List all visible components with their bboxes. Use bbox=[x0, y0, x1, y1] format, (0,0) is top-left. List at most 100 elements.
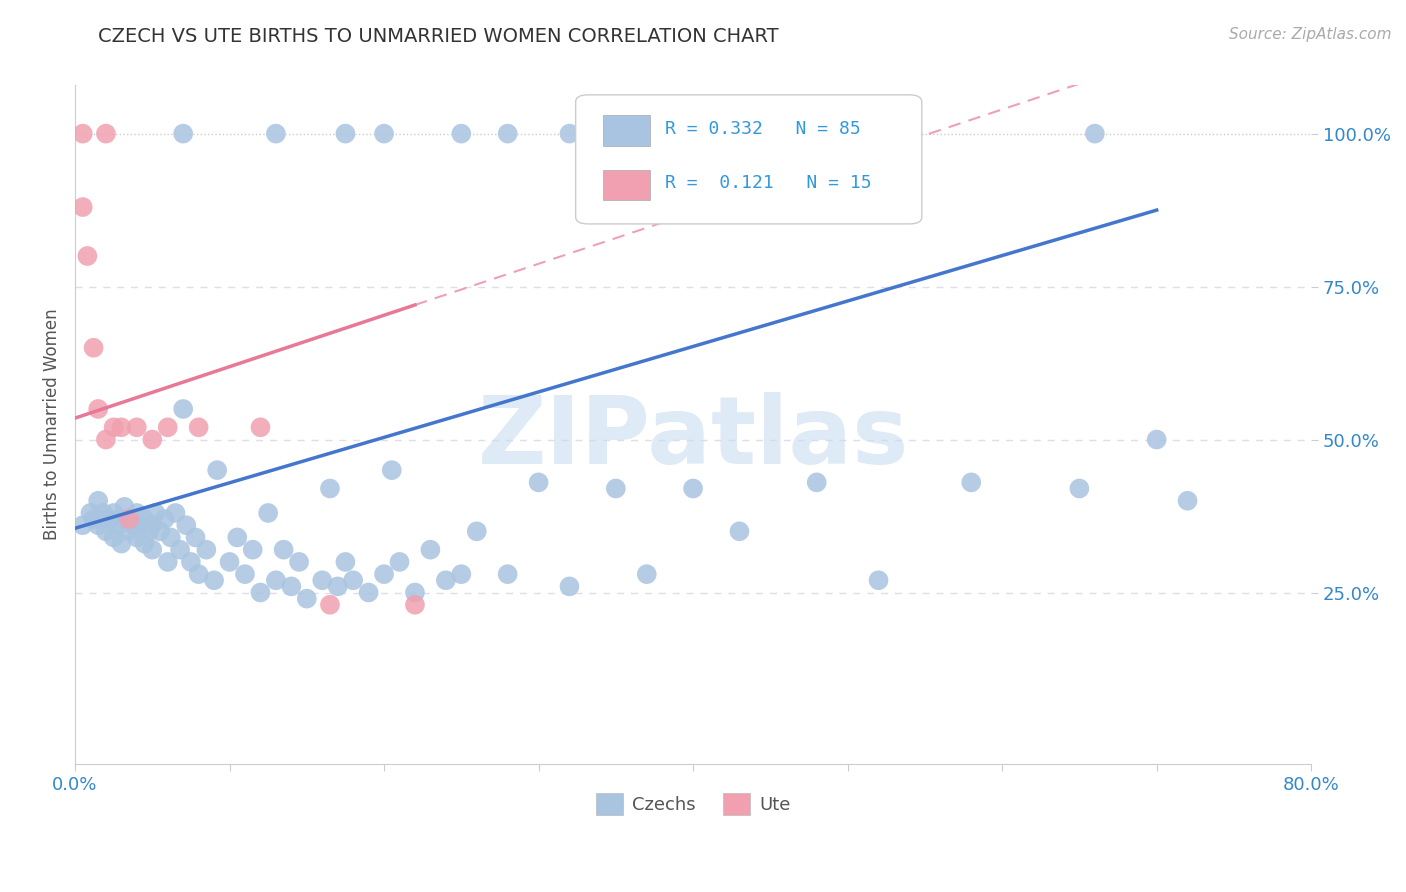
Point bbox=[169, 542, 191, 557]
Point bbox=[319, 598, 342, 612]
Point bbox=[141, 518, 163, 533]
Point bbox=[295, 591, 318, 606]
Text: R = 0.332   N = 85: R = 0.332 N = 85 bbox=[665, 120, 860, 138]
Point bbox=[134, 536, 156, 550]
Point bbox=[558, 127, 581, 141]
Point bbox=[1177, 493, 1199, 508]
Point bbox=[280, 579, 302, 593]
Point bbox=[558, 579, 581, 593]
Point bbox=[264, 127, 287, 141]
Point bbox=[960, 475, 983, 490]
Point bbox=[156, 555, 179, 569]
Point bbox=[249, 420, 271, 434]
Point bbox=[465, 524, 488, 539]
Point bbox=[110, 536, 132, 550]
Point bbox=[404, 585, 426, 599]
Point bbox=[184, 531, 207, 545]
Point bbox=[682, 482, 704, 496]
Point bbox=[1084, 127, 1107, 141]
Point bbox=[94, 524, 117, 539]
Point bbox=[257, 506, 280, 520]
Point bbox=[98, 512, 121, 526]
Point bbox=[91, 506, 114, 520]
Point bbox=[129, 518, 152, 533]
Point bbox=[94, 127, 117, 141]
Point bbox=[205, 463, 228, 477]
Point bbox=[242, 542, 264, 557]
Point bbox=[114, 500, 136, 514]
Point bbox=[273, 542, 295, 557]
Point bbox=[87, 401, 110, 416]
Point bbox=[87, 493, 110, 508]
Point bbox=[174, 518, 197, 533]
Point bbox=[1069, 482, 1091, 496]
Point bbox=[187, 567, 209, 582]
Point bbox=[125, 531, 148, 545]
Point bbox=[83, 341, 105, 355]
Text: CZECH VS UTE BIRTHS TO UNMARRIED WOMEN CORRELATION CHART: CZECH VS UTE BIRTHS TO UNMARRIED WOMEN C… bbox=[98, 27, 779, 45]
Point bbox=[103, 531, 125, 545]
Point bbox=[388, 555, 411, 569]
Point bbox=[110, 512, 132, 526]
Point bbox=[118, 512, 141, 526]
FancyBboxPatch shape bbox=[603, 169, 650, 200]
Point bbox=[419, 542, 441, 557]
Point bbox=[94, 512, 117, 526]
Point bbox=[79, 506, 101, 520]
Point bbox=[122, 518, 145, 533]
Point bbox=[153, 512, 176, 526]
Point bbox=[496, 127, 519, 141]
Point bbox=[172, 401, 194, 416]
Point bbox=[141, 433, 163, 447]
FancyBboxPatch shape bbox=[575, 95, 922, 224]
Point bbox=[868, 574, 890, 588]
Point bbox=[605, 482, 627, 496]
Point bbox=[335, 127, 357, 141]
Text: R =  0.121   N = 15: R = 0.121 N = 15 bbox=[665, 174, 872, 192]
Point bbox=[226, 531, 249, 545]
Point bbox=[288, 555, 311, 569]
FancyBboxPatch shape bbox=[603, 115, 650, 145]
Point bbox=[202, 574, 225, 588]
Point bbox=[103, 506, 125, 520]
Point bbox=[103, 420, 125, 434]
Point bbox=[83, 512, 105, 526]
Point bbox=[527, 475, 550, 490]
Legend: Czechs, Ute: Czechs, Ute bbox=[589, 786, 797, 822]
Point bbox=[107, 518, 129, 533]
Point bbox=[72, 200, 94, 214]
Point bbox=[335, 555, 357, 569]
Point bbox=[143, 506, 166, 520]
Point bbox=[319, 482, 342, 496]
Point bbox=[311, 574, 333, 588]
Point bbox=[72, 518, 94, 533]
Point bbox=[404, 598, 426, 612]
Point bbox=[110, 420, 132, 434]
Point bbox=[759, 127, 782, 141]
Point bbox=[165, 506, 187, 520]
Point bbox=[118, 524, 141, 539]
Point bbox=[76, 249, 98, 263]
Point bbox=[138, 524, 160, 539]
Point bbox=[172, 127, 194, 141]
Point bbox=[156, 420, 179, 434]
Point bbox=[149, 524, 172, 539]
Point bbox=[728, 524, 751, 539]
Point bbox=[342, 574, 364, 588]
Point bbox=[357, 585, 380, 599]
Point bbox=[636, 567, 658, 582]
Point bbox=[218, 555, 240, 569]
Point bbox=[381, 463, 404, 477]
Point bbox=[806, 475, 828, 490]
Point bbox=[187, 420, 209, 434]
Point bbox=[141, 542, 163, 557]
Point bbox=[72, 127, 94, 141]
Point bbox=[373, 127, 395, 141]
Point bbox=[450, 567, 472, 582]
Point bbox=[373, 567, 395, 582]
Text: Source: ZipAtlas.com: Source: ZipAtlas.com bbox=[1229, 27, 1392, 42]
Point bbox=[195, 542, 218, 557]
Y-axis label: Births to Unmarried Women: Births to Unmarried Women bbox=[44, 309, 60, 540]
Point bbox=[180, 555, 202, 569]
Point bbox=[118, 512, 141, 526]
